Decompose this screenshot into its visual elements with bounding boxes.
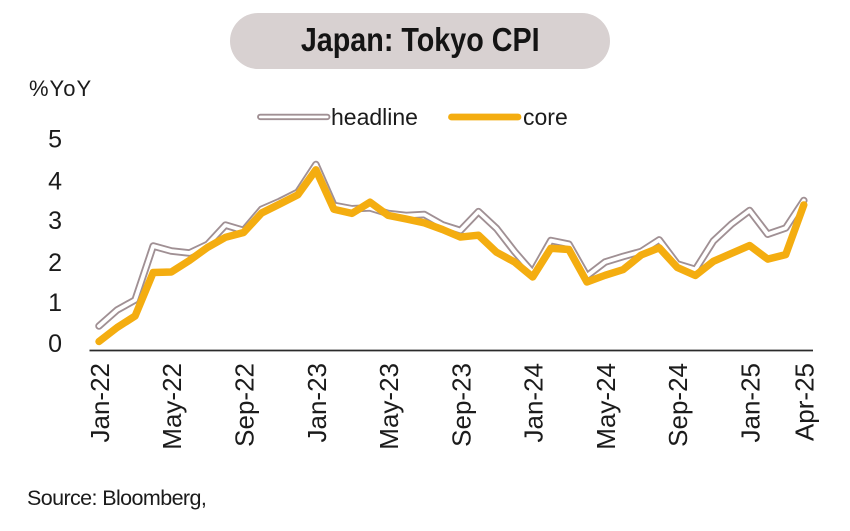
svg-text:5: 5 [48, 125, 62, 153]
svg-text:Jan-24: Jan-24 [519, 363, 549, 443]
svg-text:Apr-25: Apr-25 [790, 363, 820, 441]
svg-text:4: 4 [48, 167, 62, 195]
svg-text:Sep-23: Sep-23 [446, 363, 476, 447]
svg-text:Jan-22: Jan-22 [85, 363, 115, 443]
svg-text:Jan-25: Jan-25 [736, 363, 766, 443]
svg-text:0: 0 [48, 330, 62, 358]
svg-text:Sep-24: Sep-24 [663, 363, 693, 447]
svg-text:1: 1 [48, 289, 62, 317]
svg-text:May-24: May-24 [591, 363, 621, 450]
svg-text:3: 3 [48, 207, 62, 235]
svg-text:2: 2 [48, 249, 62, 277]
svg-text:May-23: May-23 [374, 363, 404, 450]
svg-text:Jan-23: Jan-23 [302, 363, 332, 443]
svg-text:Sep-22: Sep-22 [230, 363, 260, 447]
svg-text:May-22: May-22 [157, 363, 187, 450]
